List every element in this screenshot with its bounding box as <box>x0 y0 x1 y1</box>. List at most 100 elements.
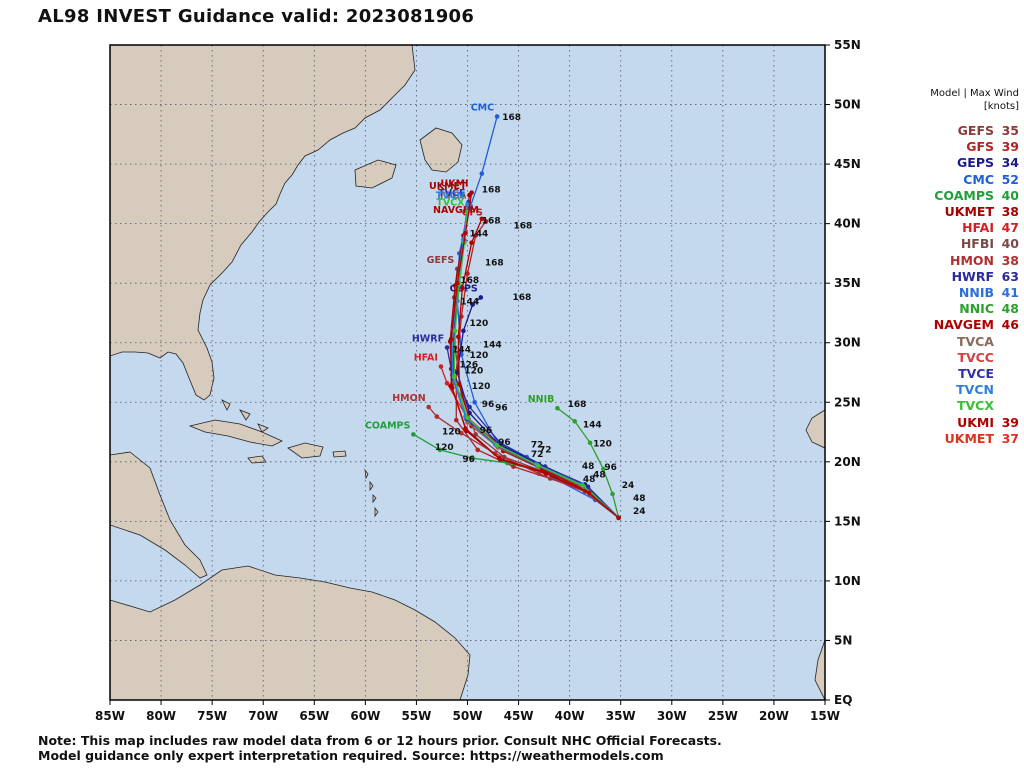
longitude-axis: 85W 80W 75W 70W 65W 60W 55W 50W 45W 40W 35W 30W 25W 2… <box>95 700 840 723</box>
legend-header: Model | Max Wind <box>930 88 1019 99</box>
legend-item-tvcc: TVCC <box>900 350 1019 366</box>
track-point <box>457 382 462 387</box>
lat-label: 25N <box>834 395 861 409</box>
legend-item-hmon: HMON 38 <box>900 253 1019 269</box>
track-point <box>580 483 586 488</box>
footer-note: Note: This map includes raw model data f… <box>38 733 722 763</box>
track-ukmi: UKMI <box>441 179 621 521</box>
hour-label: 72 <box>531 441 544 451</box>
legend-model: HWRF <box>951 268 994 284</box>
track-point <box>452 328 458 334</box>
lat-label: 15N <box>834 514 861 528</box>
lesser-antilles <box>364 468 379 518</box>
track-point <box>610 491 615 497</box>
track-label: TVCA <box>438 191 467 202</box>
track-point <box>536 471 542 477</box>
hour-label: 96 <box>604 463 617 473</box>
track-point <box>448 336 454 342</box>
track-point <box>479 216 485 222</box>
lat-label: 30N <box>834 336 861 350</box>
legend-wind: 48 <box>1001 301 1019 317</box>
note-line-1: Note: This map includes raw model data f… <box>38 733 722 748</box>
legend-item-gfs: GFS 39 <box>900 139 1019 155</box>
track-point <box>467 404 472 410</box>
track-point <box>542 470 548 475</box>
hour-label: 24 <box>622 481 635 491</box>
legend-wind: 52 <box>1001 171 1019 187</box>
hour-label: 144 <box>483 340 502 350</box>
track-point <box>465 202 470 207</box>
land-areas <box>110 45 825 700</box>
track-point <box>472 399 477 405</box>
legend-model: TVCE <box>958 366 994 382</box>
hour-label: 120 <box>435 443 454 453</box>
legend-item-tvce: TVCE <box>900 366 1019 382</box>
legend-wind: 63 <box>1001 268 1019 284</box>
track-point <box>465 271 470 276</box>
hour-label: 48 <box>582 462 595 472</box>
lon-label: 65W <box>299 709 329 723</box>
hour-label: 96 <box>482 400 495 410</box>
track-point <box>453 417 459 423</box>
track-point <box>451 374 457 380</box>
hour-label: 144 <box>460 298 479 308</box>
track-point <box>585 484 591 490</box>
north-america <box>110 45 416 401</box>
track-label: UKMET <box>429 181 467 192</box>
hour-label: 126 <box>459 361 478 371</box>
legend-item-ukmet: UKMET 37 <box>900 431 1019 447</box>
track-point <box>438 364 444 369</box>
hour-label: 168 <box>513 221 532 231</box>
track-point <box>498 441 504 447</box>
track-point <box>444 380 450 386</box>
track-line <box>450 192 620 519</box>
hour-label: 168 <box>512 293 531 303</box>
track-line <box>453 211 620 519</box>
track-label: NAVGEM <box>433 205 479 216</box>
track-point <box>494 442 500 448</box>
track-point <box>470 455 475 461</box>
track-label: TVCN <box>436 191 465 202</box>
hour-label: 96 <box>495 404 508 414</box>
track-point <box>475 447 481 453</box>
track-point <box>572 419 578 424</box>
cuba <box>188 419 283 447</box>
grid-lines <box>110 45 825 700</box>
legend-model: TVCN <box>956 382 994 398</box>
hispaniola <box>287 442 324 459</box>
legend-item-hwrf: HWRF 63 <box>900 269 1019 285</box>
track-point <box>448 383 454 388</box>
track-point <box>465 415 470 421</box>
track-point <box>456 334 461 340</box>
hour-label: 168 <box>482 186 501 196</box>
lon-label: 55W <box>401 709 431 723</box>
hour-label: 96 <box>498 438 511 448</box>
lon-label: 75W <box>197 709 227 723</box>
hour-label: 24 <box>633 507 646 517</box>
track-point <box>434 414 440 419</box>
track-line <box>557 407 620 518</box>
track-point <box>492 451 498 456</box>
lat-label: 35N <box>834 276 861 290</box>
lat-label: 50N <box>834 98 861 112</box>
lon-label: 85W <box>95 709 125 723</box>
track-point <box>586 490 592 496</box>
legend-wind: 46 <box>1001 317 1019 333</box>
track-label: GFS <box>462 207 483 218</box>
legend-model: TVCX <box>956 398 994 414</box>
lat-label: 55N <box>834 38 861 52</box>
track-label: TVCE <box>438 188 465 199</box>
legend-model: GFS <box>966 139 994 155</box>
legend-wind: 38 <box>1001 252 1019 268</box>
legend-item-nnib: NNIB 41 <box>900 285 1019 301</box>
lon-label: 45W <box>504 709 534 723</box>
legend-item-gefs: GEFS 35 <box>900 123 1019 139</box>
latitude-axis: EQ 5N 10N 15N 20N 25N 30N 35N 40N 45N 50N 55N <box>825 38 861 707</box>
track-point <box>601 466 606 472</box>
hour-label: 48 <box>633 494 646 504</box>
track-point <box>496 455 502 461</box>
hour-label: 168 <box>502 113 521 123</box>
track-point <box>454 280 460 286</box>
hour-label: 168 <box>568 400 587 410</box>
